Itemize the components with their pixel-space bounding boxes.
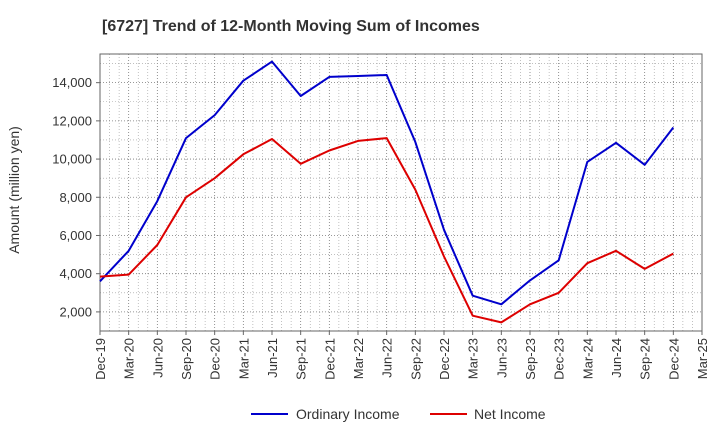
y-tick-label: 4,000: [59, 266, 92, 281]
x-tick-label: Dec-21: [322, 338, 337, 380]
x-tick-label: Sep-20: [179, 338, 194, 380]
x-tick-label: Jun-20: [150, 338, 165, 378]
y-axis-label: Amount (million yen): [6, 126, 22, 254]
x-tick-label: Dec-23: [552, 338, 567, 380]
x-tick-label: Dec-22: [437, 338, 452, 380]
legend: Ordinary Income Net Income: [251, 406, 546, 422]
grid: [99, 54, 703, 331]
y-axis-ticks: 2,000 4,000 6,000 8,000 10,000 12,000 14,000: [52, 75, 100, 319]
series-line-ordinary-income: [99, 60, 675, 306]
x-tick-label: Mar-20: [122, 338, 137, 379]
x-tick-label: Dec-19: [93, 338, 108, 380]
x-tick-label: Sep-22: [408, 338, 423, 380]
chart-title: [6727] Trend of 12-Month Moving Sum of I…: [102, 18, 480, 35]
legend-label-net-income: Net Income: [474, 406, 546, 422]
y-tick-label: 2,000: [59, 304, 92, 319]
x-tick-label: Jun-23: [494, 338, 509, 378]
series-line-net-income: [99, 137, 674, 324]
y-tick-label: 14,000: [52, 75, 92, 90]
x-tick-label: Mar-24: [580, 338, 595, 379]
series-lines: [99, 60, 675, 324]
x-axis-ticks: Dec-19 Mar-20 Jun-20 Sep-20 Dec-20 Mar-21 Jun-…: [93, 331, 710, 380]
x-tick-label: Dec-24: [666, 338, 681, 380]
x-tick-label: Sep-21: [294, 338, 309, 380]
plot-area: [99, 53, 703, 332]
x-tick-label: Mar-23: [466, 338, 481, 379]
x-tick-label: Mar-25: [695, 338, 710, 379]
x-tick-label: Mar-22: [351, 338, 366, 379]
y-tick-label: 6,000: [59, 228, 92, 243]
x-tick-label: Dec-20: [208, 338, 223, 380]
y-tick-label: 10,000: [52, 152, 92, 167]
x-tick-label: Jun-21: [265, 338, 280, 378]
x-tick-label: Sep-23: [523, 338, 538, 380]
y-tick-label: 8,000: [59, 190, 92, 205]
y-tick-label: 12,000: [52, 113, 92, 128]
x-tick-label: Jun-22: [380, 338, 395, 378]
x-tick-label: Jun-24: [609, 338, 624, 378]
x-tick-label: Sep-24: [638, 338, 653, 380]
x-tick-label: Mar-21: [236, 338, 251, 379]
legend-label-ordinary-income: Ordinary Income: [296, 406, 400, 422]
